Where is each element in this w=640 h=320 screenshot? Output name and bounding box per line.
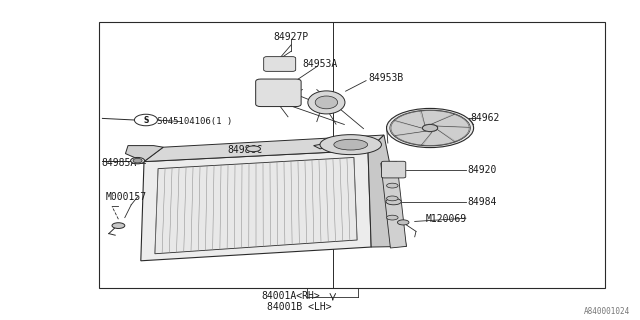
Text: 84985A: 84985A bbox=[101, 158, 136, 168]
Ellipse shape bbox=[112, 223, 125, 228]
Text: 84927P: 84927P bbox=[273, 32, 309, 42]
Text: 84986C: 84986C bbox=[227, 145, 262, 156]
Text: A840001024: A840001024 bbox=[584, 307, 630, 316]
Polygon shape bbox=[421, 129, 456, 145]
Polygon shape bbox=[395, 131, 433, 145]
Ellipse shape bbox=[397, 220, 409, 225]
Ellipse shape bbox=[315, 96, 338, 109]
Polygon shape bbox=[314, 141, 346, 149]
Polygon shape bbox=[141, 150, 371, 261]
Ellipse shape bbox=[131, 157, 145, 164]
Polygon shape bbox=[431, 114, 469, 128]
Ellipse shape bbox=[334, 139, 367, 150]
Polygon shape bbox=[144, 135, 384, 162]
Polygon shape bbox=[381, 162, 406, 248]
Text: M000157: M000157 bbox=[106, 192, 147, 202]
Bar bbox=[99, 22, 605, 288]
Circle shape bbox=[134, 114, 157, 126]
Ellipse shape bbox=[387, 108, 474, 148]
Text: S045104106(1 ): S045104106(1 ) bbox=[157, 117, 232, 126]
FancyBboxPatch shape bbox=[264, 57, 296, 71]
Polygon shape bbox=[155, 157, 357, 254]
Polygon shape bbox=[125, 146, 163, 162]
Circle shape bbox=[133, 158, 142, 163]
Ellipse shape bbox=[386, 198, 401, 205]
FancyBboxPatch shape bbox=[381, 161, 406, 178]
Text: 84953B: 84953B bbox=[368, 73, 403, 84]
FancyBboxPatch shape bbox=[255, 79, 301, 107]
Ellipse shape bbox=[422, 124, 438, 132]
Ellipse shape bbox=[308, 91, 345, 114]
Ellipse shape bbox=[387, 183, 398, 188]
Ellipse shape bbox=[246, 146, 260, 152]
Text: S: S bbox=[143, 116, 148, 124]
Polygon shape bbox=[391, 120, 426, 136]
Text: 84920: 84920 bbox=[467, 164, 497, 175]
Polygon shape bbox=[420, 111, 454, 125]
Text: 84953A: 84953A bbox=[302, 59, 338, 69]
Text: 84001A<RH>: 84001A<RH> bbox=[262, 291, 321, 301]
Text: M120069: M120069 bbox=[426, 214, 467, 224]
Polygon shape bbox=[436, 126, 469, 142]
Polygon shape bbox=[368, 135, 406, 247]
Text: 84984: 84984 bbox=[467, 196, 497, 207]
Polygon shape bbox=[394, 111, 425, 128]
Ellipse shape bbox=[320, 135, 381, 155]
Ellipse shape bbox=[387, 196, 398, 201]
Ellipse shape bbox=[387, 215, 398, 220]
Text: 84962: 84962 bbox=[470, 113, 500, 124]
Text: 84001B <LH>: 84001B <LH> bbox=[268, 302, 332, 312]
